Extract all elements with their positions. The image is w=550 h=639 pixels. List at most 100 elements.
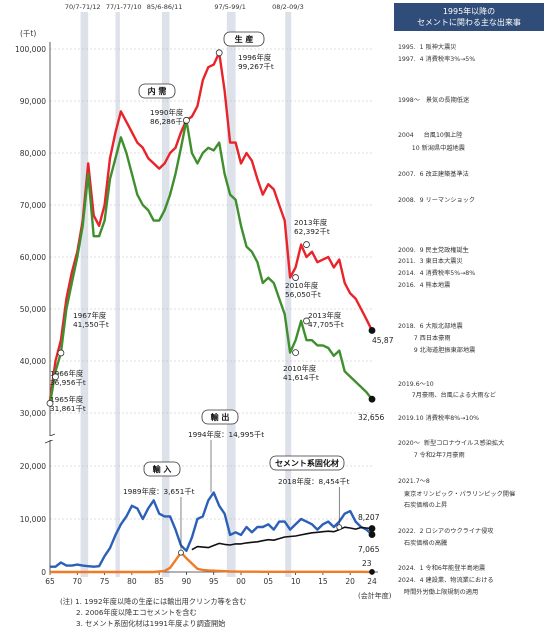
- label-import-box: [143, 461, 181, 477]
- ann-dom-1967: 1967年度: [73, 311, 107, 320]
- label-solidifier-box: [269, 455, 345, 471]
- event-item: 2008. 9 リーマンショック: [398, 197, 476, 204]
- ann-dom-2013: 47,705千t: [308, 320, 344, 329]
- ann-dom-1967: 41,550千t: [73, 320, 109, 329]
- event-item: 石炭価格の高騰: [398, 540, 448, 547]
- y-tick-label: 10,000: [20, 515, 46, 524]
- event-item: 2019.10 消費税率8%→10%: [398, 415, 480, 422]
- x-tick-label: 15: [318, 577, 328, 586]
- event-item: 2016. 4 熊本地震: [398, 282, 451, 289]
- event-item: 1998～ 景気の長期低迷: [398, 97, 470, 104]
- note-2: 2. 2006年度以降エコセメントを含む: [60, 608, 197, 617]
- recession-band: [115, 12, 120, 577]
- x-tick-label: 10: [291, 577, 301, 586]
- event-item: 2021.7～8: [398, 478, 430, 485]
- ann-prod-2013: 2013年度: [294, 218, 328, 227]
- event-item: 2014. 4 消費税率5%→8%: [398, 270, 476, 277]
- event-item: 2009. 9 民主党政権誕生: [398, 247, 469, 254]
- dom-2013-dot: [303, 317, 310, 325]
- y-tick-label: 60,000: [20, 253, 46, 262]
- ann-imp-end: 23: [362, 559, 372, 568]
- event-item: 2022. 2 ロシアのウクライナ侵攻: [398, 528, 494, 535]
- label-domestic: 内 需: [148, 86, 167, 96]
- prod-end-dot: [368, 327, 376, 334]
- y-tick-label: 0: [41, 568, 46, 577]
- ann-dom-1965: 31,861千t: [50, 404, 86, 413]
- prod-2013-dot: [303, 241, 310, 248]
- prod-2010-dot: [292, 274, 299, 281]
- x-tick-label: 90: [182, 577, 192, 586]
- cem-2018-dot: [336, 524, 343, 531]
- sidebar-title: 1995年以降の セメントに関わる主な出来事: [394, 3, 544, 31]
- ann-cem-end: 8,207: [358, 513, 380, 522]
- x-tick-label: 75: [100, 577, 110, 586]
- event-item: 1995. 1 阪神大震災: [398, 44, 457, 51]
- ann-cem-2018: 2018年度：8,454千t: [278, 477, 350, 486]
- cem-end-dot: [368, 525, 376, 532]
- series-line-1: [48, 119, 373, 404]
- ann-dom-2013: 2013年度: [308, 311, 342, 320]
- y-tick-label: 80,000: [20, 149, 46, 158]
- note-3: 3. セメント系固化材は1991年度より調査開始: [60, 619, 226, 628]
- label-export-box: [201, 409, 239, 425]
- event-sidebar: 1995年以降の セメントに関わる主な出来事: [394, 3, 544, 31]
- dom-end-dot: [368, 395, 376, 403]
- ann-dom-1966: 1966年度: [50, 369, 84, 378]
- y-tick-label: 90,000: [20, 97, 46, 106]
- x-tick-label: 20: [345, 577, 355, 586]
- ann-dom-2010: 41,614千t: [283, 373, 319, 382]
- ann-dom-1966: 36,956千t: [50, 378, 86, 387]
- recession-bands: [80, 12, 292, 577]
- recession-band: [80, 12, 89, 577]
- peak-production-dot: [215, 49, 223, 57]
- x-tick-label: 70: [73, 577, 83, 586]
- event-item: 7 西日本豪雨: [398, 335, 451, 342]
- ann-dom-1990: 1990年度: [150, 108, 184, 117]
- dom-1967-dot: [57, 349, 65, 357]
- event-item: 9 北海道胆振東部地震: [398, 347, 476, 354]
- event-item: 2018. 6 大阪北部地震: [398, 323, 463, 330]
- label-import: 輸 入: [153, 464, 172, 474]
- label-production-box: [223, 31, 265, 47]
- event-item: 2011. 3 東日本大震災: [398, 258, 463, 265]
- imp-peak-dot: [178, 549, 184, 556]
- ann-dom-2010: 2010年度: [283, 364, 317, 373]
- y-tick-label: 50,000: [20, 305, 46, 314]
- peak-domestic-dot: [183, 116, 190, 124]
- y-tick-label: 20,000: [20, 462, 46, 471]
- dom-2010-dot: [292, 349, 299, 357]
- event-item: 1997. 4 消費税率3%→5%: [398, 56, 476, 63]
- event-item: 東京オリンピック・パラリンピック開催: [398, 491, 516, 498]
- label-production: 生 産: [235, 34, 254, 44]
- recession-band: [161, 12, 170, 577]
- x-tick-label: 65: [45, 577, 55, 586]
- event-item: 10 新潟県中越地震: [398, 145, 465, 152]
- cement-chart: 70/7-71/12 77/1-77/10 85/6-86/11 97/5-99/1 0…: [15, 3, 394, 600]
- label-solidifier: セメント系固化材: [275, 458, 339, 468]
- x-tick-label: 24: [367, 577, 377, 586]
- ann-prod-end: 45,874: [372, 336, 394, 345]
- event-item: 2004 台風10個上陸: [398, 132, 463, 139]
- notes: (注) 1. 1992年度以降の生産には輸出用クリンカ等を含む 2. 2006年…: [60, 596, 246, 629]
- period-labels: 70/7-71/12 77/1-77/10 85/6-86/11 97/5-99/1 0…: [65, 3, 304, 11]
- series-line-4: [191, 526, 373, 551]
- series-line-3: [50, 551, 372, 574]
- x-tick-label: 80: [127, 577, 137, 586]
- event-item: 石炭価格の上昇: [398, 502, 448, 509]
- ann-prod-2010: 2010年度: [285, 281, 319, 290]
- event-item: 2024. 1 令和6年能登半島地震: [398, 565, 486, 572]
- period-label: 77/1-77/10: [106, 3, 142, 11]
- ann-prod-1996: 1996年度: [238, 53, 272, 62]
- series-line-0: [48, 51, 374, 401]
- x-tick-label: 95: [209, 577, 219, 586]
- event-item: 2019.6～10: [398, 381, 434, 388]
- x-unit-label: (会計年度): [358, 591, 392, 600]
- recession-band: [285, 12, 292, 577]
- period-label: 70/7-71/12: [65, 3, 101, 11]
- ann-exp-end: 7,065: [358, 545, 380, 554]
- event-item: 時間外労働上限規制の適用: [398, 589, 479, 596]
- x-tick-label: 00: [236, 577, 246, 586]
- ann-prod-2013: 62,392千t: [294, 227, 330, 236]
- ann-dom-1990: 86,286千t: [150, 117, 186, 126]
